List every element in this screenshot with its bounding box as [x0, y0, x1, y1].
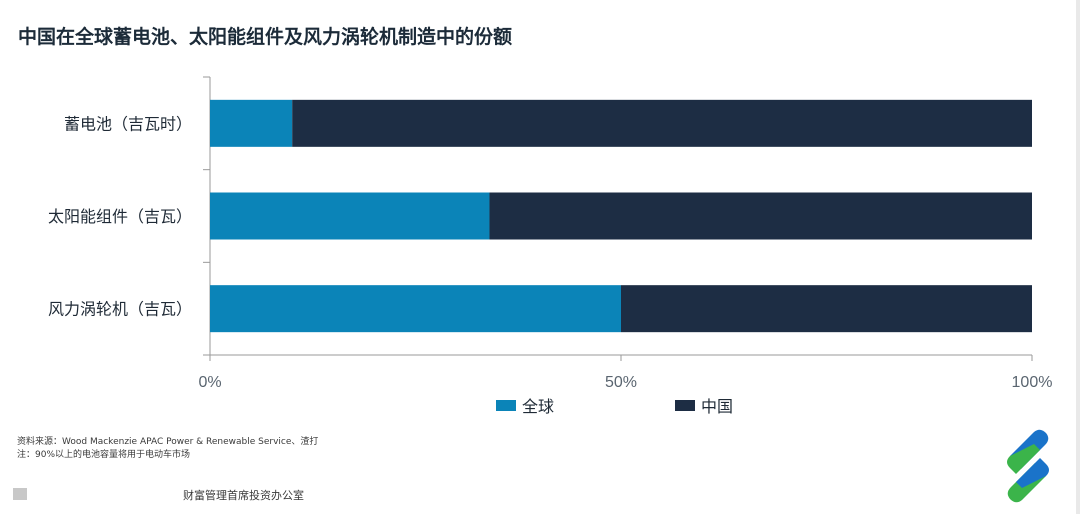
bar-global-2 [210, 285, 621, 333]
category-labels: 蓄电池（吉瓦时） 太阳能组件（吉瓦） 风力涡轮机（吉瓦） [48, 114, 192, 318]
legend-label-global: 全球 [522, 397, 555, 416]
tick-labels: 0% 50% 100% [198, 374, 1052, 391]
bar-china-2 [621, 285, 1032, 333]
x-tick-label: 100% [1012, 374, 1053, 391]
bar-china-0 [292, 99, 1032, 147]
legend-swatch-china [675, 399, 695, 411]
x-tick-label: 50% [605, 374, 637, 391]
page-edge [1076, 0, 1080, 514]
bar-global-1 [210, 192, 490, 240]
bars [210, 99, 1033, 333]
notes: 资料来源：Wood Mackenzie APAC Power & Renewab… [17, 436, 318, 462]
standard-chartered-logo-icon [1007, 429, 1049, 503]
bar-chart: 蓄电池（吉瓦时） 太阳能组件（吉瓦） 风力涡轮机（吉瓦） 0% 50% 100% [48, 76, 1052, 391]
legend-item-global: 全球 [496, 393, 554, 417]
legend-item-china: 中国 [675, 393, 733, 417]
category-label: 蓄电池（吉瓦时） [64, 114, 192, 133]
x-tick-label: 0% [198, 374, 221, 391]
legend-swatch-global [496, 399, 516, 411]
chart-title: 中国在全球蓄电池、太阳能组件及风力涡轮机制造中的份额 [18, 26, 513, 48]
footer-office: 财富管理首席投资办公室 [183, 489, 304, 502]
category-label: 风力涡轮机（吉瓦） [48, 300, 192, 319]
source-note: 资料来源：Wood Mackenzie APAC Power & Renewab… [17, 437, 319, 447]
legend: 全球 中国 [0, 393, 1080, 417]
bar-china-1 [489, 192, 1033, 240]
footer-marker [13, 488, 27, 500]
legend-label-china: 中国 [701, 397, 734, 416]
category-label: 太阳能组件（吉瓦） [48, 207, 192, 226]
footnote: 注：90%以上的电池容量将用于电动车市场 [17, 450, 191, 460]
bar-global-0 [210, 99, 293, 147]
